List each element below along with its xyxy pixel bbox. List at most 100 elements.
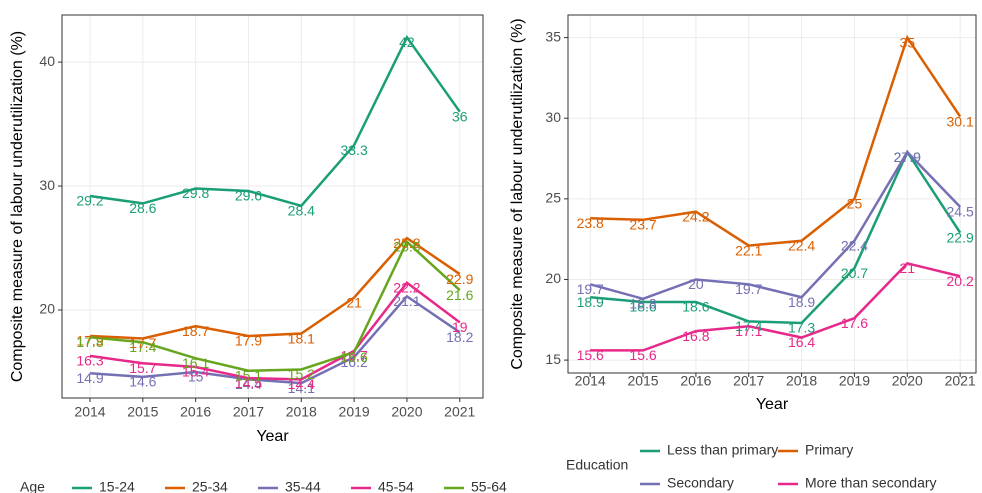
value-label: 42 [399,34,415,50]
x-tick-label: 2020 [892,373,923,389]
y-tick-label: 30 [39,177,55,193]
x-tick-label: 2014 [74,404,105,420]
y-tick-label: 35 [545,28,561,44]
value-label: 15 [188,369,204,385]
value-label: 35 [900,34,916,50]
y-tick-label: 30 [545,109,561,125]
x-tick-label: 2018 [286,404,317,420]
value-label: 25.8 [393,235,420,251]
x-tick-label: 2021 [945,373,976,389]
value-label: 22.4 [841,237,868,253]
series-line [590,261,961,352]
value-label: 22.9 [446,271,473,287]
value-label: 17.4 [129,339,156,355]
y-tick-label: 40 [39,53,55,69]
value-label: 17.7 [129,335,156,351]
series-line [89,236,461,340]
x-tick-label: 2014 [575,373,606,389]
value-label: 16.2 [340,354,367,370]
value-label: 23.7 [629,217,656,233]
value-label: 18.7 [182,323,209,339]
value-label: 22.1 [735,242,762,258]
value-label: 36 [452,108,468,124]
value-label: 16.4 [788,334,815,350]
value-label: 15.6 [577,347,604,363]
legend-title: Education [566,457,628,473]
value-label: 18.6 [629,299,656,315]
legend-title: Age [20,479,45,493]
value-label: 30.1 [947,113,974,129]
value-label: 24.5 [947,204,974,220]
x-axis-title: Year [756,396,789,413]
value-label: 21 [346,294,362,310]
x-tick-label: 2016 [680,373,711,389]
value-label: 15.1 [235,367,262,383]
value-label: 29.2 [76,193,103,209]
x-tick-label: 2019 [339,404,370,420]
value-label: 27.9 [894,149,921,165]
x-axis-title: Year [256,428,289,445]
legend-label: More than secondary [805,475,937,491]
value-label: 28.4 [288,203,315,219]
value-label: 14.4 [288,376,315,392]
value-label: 22.2 [393,279,420,295]
value-label: 17.6 [841,315,868,331]
value-label: 16.6 [340,349,367,365]
value-label: 14.9 [76,370,103,386]
value-label: 23.8 [577,215,604,231]
value-label: 19.7 [735,281,762,297]
value-label: 18.1 [288,330,315,346]
x-tick-label: 2019 [839,373,870,389]
value-label: 29.8 [182,185,209,201]
series-line [89,34,461,208]
series-line [590,149,962,325]
series-line [589,150,962,301]
value-label: 22.9 [947,229,974,245]
y-axis-title: Composite measure of labour underutiliza… [9,31,26,382]
value-label: 17.4 [735,318,762,334]
value-label: 17.9 [235,333,262,349]
value-label: 16.3 [76,353,103,369]
legend-label: Primary [805,442,853,458]
value-label: 29.6 [235,188,262,204]
x-tick-label: 2015 [627,373,658,389]
value-label: 28.6 [129,200,156,216]
value-label: 21.6 [446,287,473,303]
value-label: 25.5 [393,239,420,255]
legend-label: 15-24 [99,479,135,493]
value-label: 21 [900,260,916,276]
legend-label: 55-64 [471,479,507,493]
x-tick-label: 2021 [444,404,475,420]
value-label: 22.4 [788,237,815,253]
value-label: 15.2 [288,366,315,382]
value-label: 18.6 [682,299,709,315]
value-label: 20 [688,276,704,292]
series-line [89,239,461,372]
value-label: 17.9 [76,333,103,349]
y-tick-label: 20 [545,270,561,286]
value-label: 33.3 [340,142,367,158]
value-label: 27.9 [894,149,921,165]
value-label: 18.2 [446,329,473,345]
value-label: 20.2 [947,273,974,289]
value-label: 14.4 [235,376,262,392]
plot-panel [567,14,977,374]
value-label: 14.1 [288,380,315,396]
x-tick-label: 2017 [233,404,264,420]
value-label: 15.4 [182,364,209,380]
x-tick-label: 2016 [180,404,211,420]
value-label: 16.7 [340,348,367,364]
panel-border [61,14,484,399]
value-label: 25 [847,196,863,212]
x-tick-label: 2017 [733,373,764,389]
y-axis-title: Composite measure of labour underutiliza… [509,18,526,369]
value-label: 15.7 [129,360,156,376]
value-label: 18.8 [629,296,656,312]
y-tick-label: 25 [545,190,561,206]
legend-label: 45-54 [378,479,414,493]
legend-label: 25-34 [192,479,228,493]
value-label: 16.8 [682,328,709,344]
legend-label: Secondary [667,475,734,491]
y-tick-label: 20 [39,301,55,317]
